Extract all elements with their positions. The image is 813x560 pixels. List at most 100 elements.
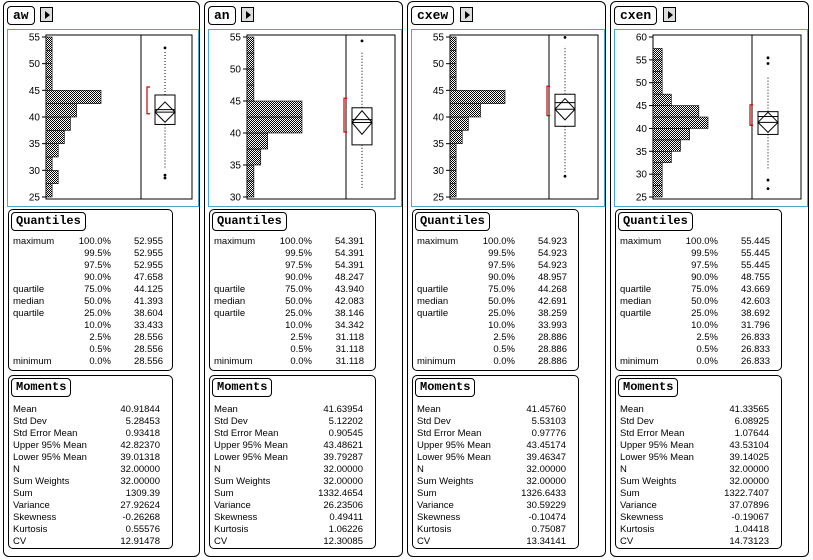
- histogram-bar: [652, 48, 663, 61]
- histogram-bar: [45, 170, 59, 184]
- quantile-value: 52.955: [133, 260, 163, 271]
- histogram-bar: [449, 183, 457, 198]
- moment-value: 5.12202: [328, 416, 363, 427]
- moment-label: Std Dev: [13, 416, 47, 427]
- quantile-value: 33.433: [133, 320, 163, 331]
- quantile-row: median 50.0% 42.083: [214, 296, 373, 308]
- axis-tick-label: 35: [29, 139, 41, 150]
- column-title[interactable]: aw: [7, 6, 35, 25]
- quantile-value: 38.604: [133, 308, 163, 319]
- axis-tick-label: 40: [636, 124, 648, 135]
- axis-tick-label: 30: [433, 166, 445, 177]
- quantile-value: 43.669: [740, 284, 770, 295]
- quantile-percent: 0.5%: [290, 344, 312, 355]
- distribution-plot: 25 30 35 40 45 50 55 60: [614, 29, 808, 207]
- moments-title[interactable]: Moments: [11, 378, 72, 397]
- axis-tick-label: 50: [29, 59, 41, 70]
- column-title[interactable]: an: [208, 6, 236, 25]
- quantiles-title[interactable]: Quantiles: [415, 212, 490, 231]
- axis-tick-label: 50: [230, 65, 242, 76]
- moments-title[interactable]: Moments: [212, 378, 273, 397]
- column-title[interactable]: cxew: [411, 6, 455, 25]
- moments-title[interactable]: Moments: [415, 378, 476, 397]
- quantiles-title[interactable]: Quantiles: [618, 212, 693, 231]
- quantile-value: 44.268: [537, 284, 567, 295]
- moment-value: 42.82370: [120, 440, 160, 451]
- moment-label: Kurtosis: [417, 524, 452, 535]
- moment-row: Mean 41.45760: [417, 404, 576, 416]
- moment-row: Std Error Mean 0.90545: [214, 428, 373, 440]
- moment-value: 0.97776: [531, 428, 566, 439]
- histogram-bar: [45, 103, 77, 118]
- histogram-bar: [246, 148, 262, 166]
- histogram-bar: [652, 82, 663, 95]
- quantile-value: 54.391: [334, 260, 364, 271]
- quantile-row: 2.5% 26.833: [620, 332, 779, 344]
- quantile-value: 41.393: [133, 296, 163, 307]
- quantiles-title[interactable]: Quantiles: [212, 212, 287, 231]
- quantile-row: 0.5% 28.886: [417, 344, 576, 356]
- quantile-percent: 25.0%: [285, 308, 312, 319]
- moment-value: 39.01318: [120, 452, 160, 463]
- quantile-percent: 25.0%: [691, 308, 718, 319]
- histogram-bar: [45, 143, 59, 158]
- moment-row: Kurtosis 1.06226: [214, 524, 373, 536]
- moment-label: Kurtosis: [214, 524, 249, 535]
- quantile-label: maximum: [13, 236, 55, 247]
- moment-value: 0.55576: [125, 524, 160, 535]
- moment-row: Upper 95% Mean 42.82370: [13, 440, 170, 452]
- quantile-row: 0.5% 31.118: [214, 344, 373, 356]
- histogram-bar: [449, 50, 457, 64]
- quantile-row: quartile 75.0% 44.125: [13, 284, 170, 296]
- quantile-percent: 100.0%: [482, 236, 515, 247]
- quantile-value: 31.118: [335, 332, 364, 343]
- histogram-bar: [45, 36, 53, 51]
- quantile-row: 10.0% 33.433: [13, 320, 170, 332]
- quantile-value: 31.118: [335, 344, 364, 355]
- axis-tick-label: 45: [433, 86, 445, 97]
- moment-row: Skewness -0.19067: [620, 512, 779, 524]
- moment-label: Sum Weights: [214, 476, 271, 487]
- quantile-row: 0.5% 28.556: [13, 344, 170, 356]
- moment-row: Lower 95% Mean 39.01318: [13, 452, 170, 464]
- moment-label: Mean: [214, 404, 238, 415]
- quantile-label: minimum: [214, 356, 253, 367]
- column-title[interactable]: cxen: [614, 6, 658, 25]
- moment-value: 39.79287: [323, 452, 363, 463]
- moments-panel: Moments Mean 41.33565 Std Dev 6.08925 Std Err…: [615, 375, 782, 549]
- axis-tick-label: 45: [29, 86, 41, 97]
- moment-row: Sum 1332.4654: [214, 488, 373, 500]
- quantile-value: 26.833: [740, 332, 770, 343]
- histogram-boxplot-svg: 25 30 35 40 45 50 55: [433, 33, 599, 204]
- moment-row: Mean 40.91844: [13, 404, 170, 416]
- moment-label: Std Dev: [417, 416, 451, 427]
- moment-value: 40.91844: [120, 404, 160, 415]
- quantile-row: 99.5% 52.955: [13, 248, 170, 260]
- axis-tick-label: 35: [636, 147, 648, 158]
- histogram-bar: [246, 180, 255, 198]
- quantile-row: 10.0% 33.993: [417, 320, 576, 332]
- quantiles-title[interactable]: Quantiles: [11, 212, 86, 231]
- disclosure-triangle-icon[interactable]: [241, 7, 254, 22]
- moment-value: 32.00000: [526, 476, 566, 487]
- histogram-boxplot-svg: 30 35 40 45 50 55: [230, 33, 396, 204]
- quantile-row: 99.5% 54.391: [214, 248, 373, 260]
- moments-title[interactable]: Moments: [618, 378, 679, 397]
- moment-label: Std Error Mean: [620, 428, 685, 439]
- disclosure-triangle-icon[interactable]: [460, 7, 473, 22]
- moment-value: 14.73123: [729, 536, 769, 547]
- moment-row: Std Dev 5.53103: [417, 416, 576, 428]
- quantile-row: quartile 25.0% 38.692: [620, 308, 779, 320]
- quantile-percent: 90.0%: [691, 272, 718, 283]
- moment-row: Upper 95% Mean 43.53104: [620, 440, 779, 452]
- disclosure-triangle-icon[interactable]: [663, 7, 676, 22]
- quantile-row: 2.5% 31.118: [214, 332, 373, 344]
- quantile-row: minimum 0.0% 28.556: [13, 356, 170, 368]
- histogram-bar: [45, 156, 53, 171]
- disclosure-triangle-icon[interactable]: [40, 7, 53, 22]
- quantile-percent: 2.5%: [89, 332, 111, 343]
- axis-tick-label: 25: [29, 193, 41, 204]
- moment-value: 0.49411: [329, 512, 363, 523]
- moment-row: Std Dev 5.12202: [214, 416, 373, 428]
- quantile-value: 47.658: [133, 272, 163, 283]
